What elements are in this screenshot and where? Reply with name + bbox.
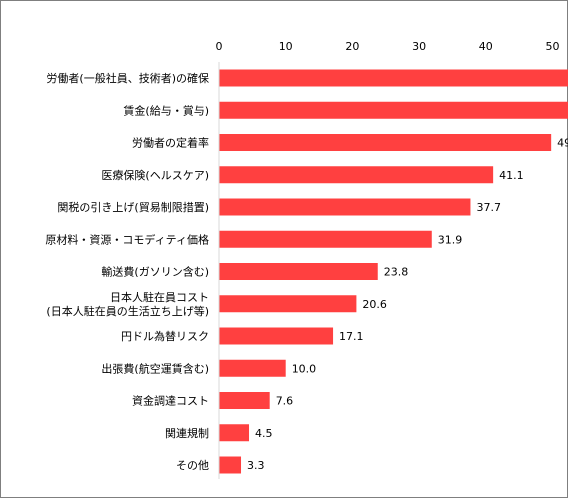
- x-tick-label: 40: [479, 40, 493, 53]
- bar: [219, 198, 471, 216]
- data-label: 49.8: [557, 137, 568, 150]
- data-label: 7.6: [276, 395, 294, 408]
- bar: [219, 424, 250, 442]
- bar: [219, 263, 378, 280]
- category-label: 資金調達コスト: [132, 394, 209, 408]
- bar: [219, 295, 357, 313]
- data-label: 10.0: [292, 362, 317, 375]
- bar: [219, 134, 552, 151]
- category-label: (日本人駐在員の生活立ち上げ等): [46, 304, 209, 318]
- category-label: 関税の引き上げ(貿易制限措置): [57, 200, 209, 214]
- bar: [219, 230, 432, 248]
- data-label: 23.8: [384, 266, 409, 279]
- data-label: 31.9: [438, 233, 463, 246]
- category-label: 原材料・資源・コモディティ価格: [45, 232, 209, 246]
- data-label: 37.7: [476, 201, 501, 214]
- category-label: 医療保険(ヘルスケア): [101, 168, 209, 182]
- category-label: 関連規制: [165, 426, 209, 440]
- data-label: 20.6: [362, 298, 387, 311]
- data-label: 3.3: [247, 459, 264, 472]
- x-tick-label: 30: [412, 40, 426, 53]
- bar: [219, 392, 270, 409]
- bar: [219, 166, 494, 184]
- category-label: 賃金(給与・賞与): [123, 103, 209, 117]
- category-label: 労働者の定着率: [132, 136, 209, 150]
- category-label: 円ドル為替リスク: [121, 329, 209, 343]
- bar: [219, 456, 242, 474]
- category-label: 輸送費(ガソリン含む): [101, 265, 209, 279]
- category-label: 日本人駐在員コスト: [110, 290, 209, 304]
- bar: [219, 69, 568, 87]
- data-label: 4.5: [255, 427, 273, 440]
- data-label: 41.1: [499, 169, 523, 182]
- x-tick-label: 50: [546, 40, 560, 53]
- category-label: 出張費(航空運賃含む): [101, 361, 209, 375]
- x-tick-label: 0: [216, 40, 223, 53]
- x-tick-label: 10: [279, 40, 293, 53]
- bar: [219, 359, 286, 377]
- category-label: その他: [176, 459, 209, 472]
- bar: [219, 327, 334, 345]
- x-tick-label: 20: [345, 40, 359, 53]
- data-label: 17.1: [339, 330, 364, 343]
- bar: [219, 101, 568, 119]
- category-label: 労働者(一般社員、技術者)の確保: [46, 71, 209, 85]
